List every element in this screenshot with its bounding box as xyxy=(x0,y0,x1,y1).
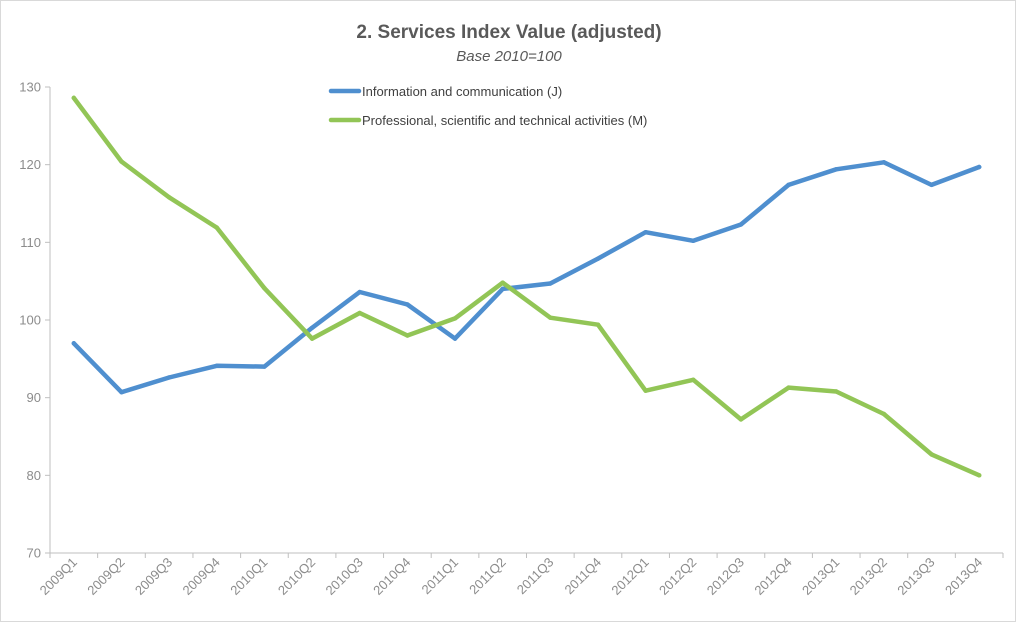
x-tick-label: 2011Q4 xyxy=(561,555,604,598)
data-point xyxy=(166,195,172,200)
data-point xyxy=(738,222,744,227)
data-point xyxy=(786,182,791,188)
series-line-professional-scientific xyxy=(71,95,982,478)
data-point xyxy=(929,182,934,188)
x-tick-label: 2013Q1 xyxy=(799,555,842,598)
data-point xyxy=(881,160,887,165)
data-point xyxy=(452,336,458,341)
x-tick-label: 2011Q2 xyxy=(466,555,509,598)
data-point xyxy=(166,375,172,380)
data-point xyxy=(976,164,982,170)
data-point xyxy=(786,385,791,390)
y-tick-label: 120 xyxy=(19,157,41,172)
data-point xyxy=(738,417,744,422)
x-tick-label: 2012Q3 xyxy=(704,555,747,598)
data-point xyxy=(595,322,601,327)
series-line-information-communication xyxy=(71,160,982,395)
x-tick-label: 2012Q4 xyxy=(751,555,794,598)
series-lines xyxy=(71,95,982,478)
data-point xyxy=(452,316,458,321)
data-point xyxy=(834,389,839,394)
data-point xyxy=(643,230,648,235)
x-tick-label: 2013Q2 xyxy=(847,555,890,598)
x-tick-label: 2012Q2 xyxy=(656,555,699,598)
data-point xyxy=(834,167,839,172)
legend-label-information-communication: Information and communication (J) xyxy=(362,84,562,99)
data-point xyxy=(71,341,77,346)
legend: Information and communication (J) Profes… xyxy=(328,84,647,128)
data-point xyxy=(691,377,696,383)
data-point xyxy=(119,390,124,395)
x-tick-label: 2009Q3 xyxy=(132,555,175,598)
data-point xyxy=(262,364,267,369)
y-tick-label: 80 xyxy=(27,468,41,483)
data-point xyxy=(929,452,934,457)
data-point xyxy=(976,473,982,478)
x-tick-label: 2010Q3 xyxy=(323,555,366,598)
data-point xyxy=(262,285,267,291)
data-point xyxy=(214,363,219,369)
x-tick-label: 2009Q4 xyxy=(180,555,223,598)
chart-subtitle: Base 2010=100 xyxy=(456,48,562,65)
x-tick-label: 2010Q1 xyxy=(227,555,270,598)
data-point xyxy=(214,225,219,230)
x-tick-label: 2011Q1 xyxy=(419,555,462,598)
x-axis-ticks: 2009Q1 2009Q2 2009Q3 2009Q4 2010Q1 2010Q2 2010… xyxy=(37,553,1004,598)
data-point xyxy=(309,325,315,330)
x-tick-label: 2009Q2 xyxy=(84,555,127,598)
x-tick-label: 2010Q2 xyxy=(275,555,318,598)
legend-label-professional-scientific: Professional, scientific and technical a… xyxy=(362,113,647,128)
chart-title: 2. Services Index Value (adjusted) xyxy=(356,22,661,43)
y-tick-label: 90 xyxy=(27,390,41,405)
y-tick-label: 130 xyxy=(19,80,41,95)
data-point xyxy=(595,256,601,261)
data-point xyxy=(71,95,77,101)
data-point xyxy=(309,336,315,341)
y-tick-label: 100 xyxy=(19,313,41,328)
data-point xyxy=(548,315,553,320)
data-point xyxy=(881,411,887,417)
x-tick-label: 2009Q1 xyxy=(37,555,80,598)
data-point xyxy=(548,281,553,286)
x-tick-label: 2011Q3 xyxy=(514,555,557,598)
data-point xyxy=(691,238,696,243)
data-point xyxy=(405,302,410,307)
y-tick-label: 110 xyxy=(20,235,41,250)
data-point xyxy=(357,310,362,316)
y-tick-label: 70 xyxy=(27,546,41,561)
y-axis-ticks: 70 80 90 100 110 120 130 xyxy=(19,80,50,561)
data-point xyxy=(500,280,505,285)
data-point xyxy=(643,388,648,393)
x-tick-label: 2010Q4 xyxy=(370,555,413,598)
x-tick-label: 2012Q1 xyxy=(608,555,651,598)
data-point xyxy=(357,289,362,295)
data-point xyxy=(500,286,505,292)
x-tick-label: 2013Q4 xyxy=(942,555,985,598)
x-tick-label: 2013Q3 xyxy=(894,555,937,598)
data-point xyxy=(405,333,410,338)
data-point xyxy=(119,159,124,164)
